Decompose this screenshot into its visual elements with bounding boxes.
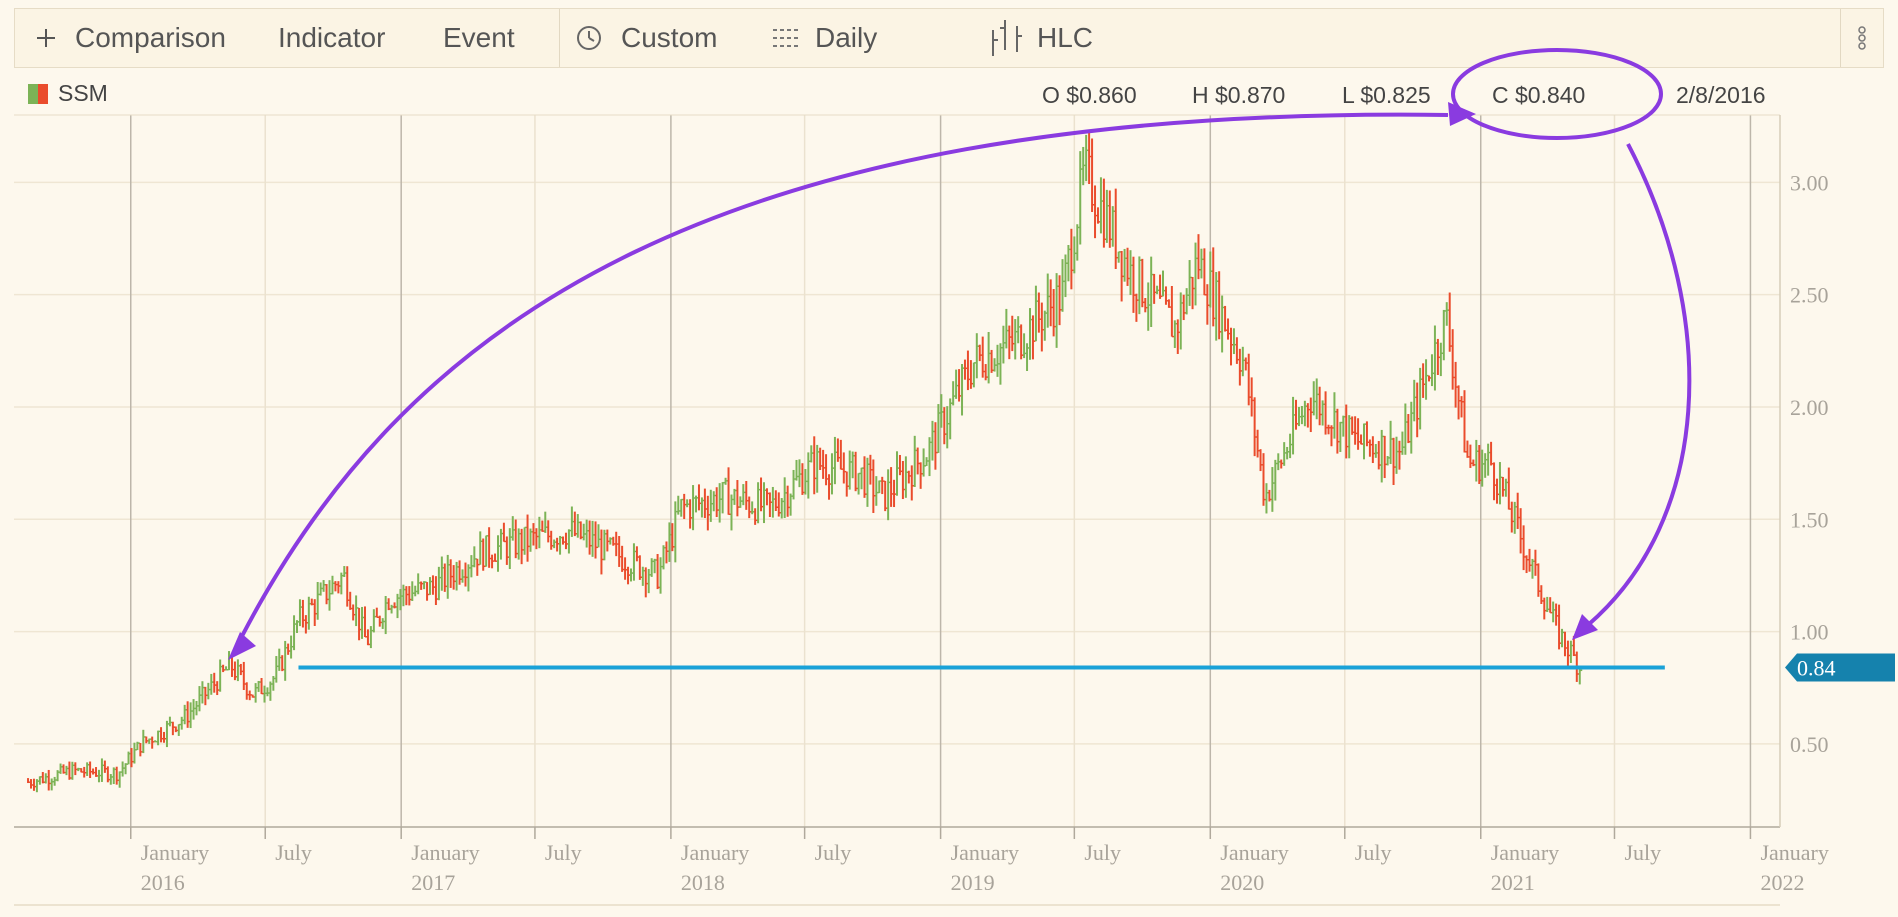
date-value: 2/8/2016 (1676, 82, 1766, 108)
annotations (228, 48, 1692, 660)
y-tick-label: 1.50 (1790, 507, 1829, 532)
x-tick-year: 2021 (1491, 870, 1535, 895)
x-tick-year: 2016 (141, 870, 185, 895)
x-tick-month: January (951, 840, 1019, 865)
arrow-head (1448, 102, 1476, 126)
x-tick-year: 2022 (1760, 870, 1804, 895)
custom-range-button[interactable]: Custom (575, 9, 717, 67)
x-tick-year: 2017 (411, 870, 455, 895)
more-options-button[interactable] (1840, 9, 1883, 67)
x-tick-month: January (1220, 840, 1288, 865)
price-tag (1785, 653, 1895, 682)
y-tick-label: 2.00 (1790, 395, 1829, 420)
comparison-label: Comparison (75, 22, 226, 53)
x-tick-month: January (681, 840, 749, 865)
x-tick-month: January (1760, 840, 1828, 865)
daily-label: Daily (815, 22, 878, 53)
chart-toolbar: Comparison Indicator Event Custom Daily (14, 8, 1884, 68)
x-tick-month: July (275, 840, 312, 865)
hlc-label: HLC (1037, 22, 1094, 53)
y-tick-label: 3.00 (1790, 170, 1829, 195)
price-tag-label: 0.84 (1797, 656, 1836, 681)
arrow-to-2021 (1586, 143, 1692, 627)
comparison-button[interactable]: Comparison (35, 9, 226, 67)
reference-line: 0.84 (298, 653, 1895, 682)
event-button[interactable]: Event (443, 9, 515, 67)
y-tick-label: 0.50 (1790, 732, 1829, 757)
x-tick-month: July (1084, 840, 1121, 865)
x-tick-year: 2020 (1220, 870, 1264, 895)
clock-icon (577, 26, 601, 50)
custom-label: Custom (621, 22, 718, 53)
x-tick-month: January (141, 840, 209, 865)
x-tick-year: 2019 (951, 870, 995, 895)
y-axis: 0.50 1.00 1.50 2.00 2.50 3.00 (1779, 115, 1829, 827)
series-legend: SSM (28, 80, 108, 107)
x-tick-year: 2018 (681, 870, 725, 895)
x-tick-month: July (1355, 840, 1392, 865)
close-value: C $0.840 (1492, 82, 1586, 108)
indicator-label: Indicator (278, 22, 386, 53)
interval-button[interactable]: Daily (771, 9, 877, 67)
y-tick-label: 1.00 (1790, 620, 1829, 645)
event-label: Event (443, 22, 515, 53)
x-tick-month: July (545, 840, 582, 865)
open-value: O $0.860 (1042, 82, 1137, 108)
grid (14, 114, 1780, 827)
high-value: H $0.870 (1192, 82, 1286, 108)
low-value: L $0.825 (1342, 82, 1431, 108)
x-tick-month: January (411, 840, 479, 865)
interval-icon (773, 29, 799, 47)
x-axis: January 2016 July January 2017 July January 201… (14, 826, 1829, 906)
x-tick-month: January (1491, 840, 1559, 865)
hlc-icon (992, 20, 1022, 56)
chart-type-button[interactable]: HLC (987, 9, 1093, 67)
highlight-ellipse (1451, 48, 1663, 140)
y-tick-label: 2.50 (1790, 283, 1829, 308)
arrow-head (1572, 614, 1598, 640)
price-series (27, 129, 1583, 793)
series-swatch (28, 83, 48, 104)
series-symbol: SSM (58, 80, 108, 106)
kebab-menu-icon (1858, 26, 1866, 50)
x-tick-month: July (815, 840, 852, 865)
arrow-to-2016 (238, 112, 1449, 641)
x-tick-month: July (1624, 840, 1661, 865)
plus-icon (37, 29, 55, 47)
arrow-head (228, 632, 256, 660)
toolbar-divider (559, 9, 560, 67)
indicator-button[interactable]: Indicator (278, 9, 385, 67)
